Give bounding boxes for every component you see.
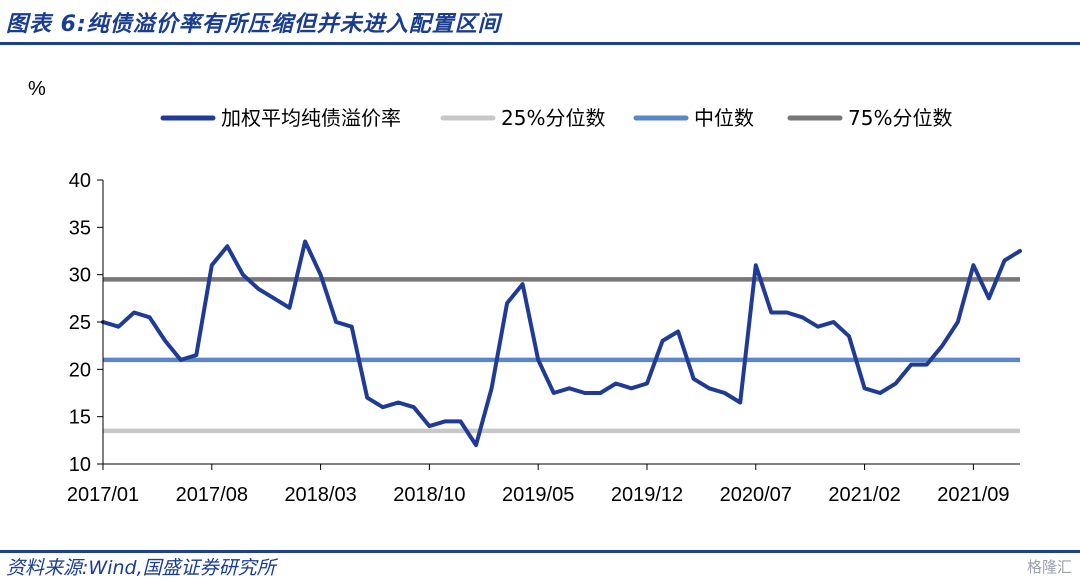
x-tick-label: 2018/10 [393, 484, 465, 506]
series-main [103, 242, 1020, 446]
x-tick-label: 2019/12 [611, 484, 683, 506]
source-note: 资料来源:Wind,国盛证券研究所 [6, 553, 276, 580]
y-tick-label: 20 [69, 359, 91, 381]
x-tick-label: 2020/07 [720, 484, 792, 506]
series-line-weighted-avg [103, 242, 1020, 446]
x-tick-label: 2018/03 [284, 484, 356, 506]
y-tick-label: 30 [69, 265, 91, 287]
watermark-logo: 格隆汇 [1027, 556, 1072, 577]
x-tick-label: 2017/01 [67, 484, 139, 506]
legend: 加权平均纯债溢价率 25%分位数 中位数 75%分位数 [163, 106, 952, 130]
y-tick-label: 40 [69, 170, 91, 192]
x-tick-label: 2019/05 [502, 484, 574, 506]
x-tick-label: 2017/08 [176, 484, 248, 506]
y-tick-label: 10 [69, 454, 91, 476]
y-tick-label: 15 [69, 407, 91, 429]
reference-lines [103, 279, 1020, 430]
legend-label: 75%分位数 [848, 106, 952, 130]
y-axis-unit: % [28, 78, 46, 100]
y-tick-label: 35 [69, 217, 91, 239]
legend-label: 25%分位数 [501, 106, 605, 130]
x-tick-label: 2021/02 [828, 484, 900, 506]
y-tick-label: 25 [69, 312, 91, 334]
axes: 10 15 20 25 30 35 40 2017/01 2017/08 2018/03 2018/… [67, 170, 1020, 506]
line-chart: % 加权平均纯债溢价率 25%分位数 中位数 75%分位数 10 15 20 25 30 35 4… [0, 0, 1080, 550]
legend-label: 加权平均纯债溢价率 [221, 106, 401, 130]
legend-label: 中位数 [694, 106, 754, 130]
x-tick-label: 2021/09 [937, 484, 1009, 506]
